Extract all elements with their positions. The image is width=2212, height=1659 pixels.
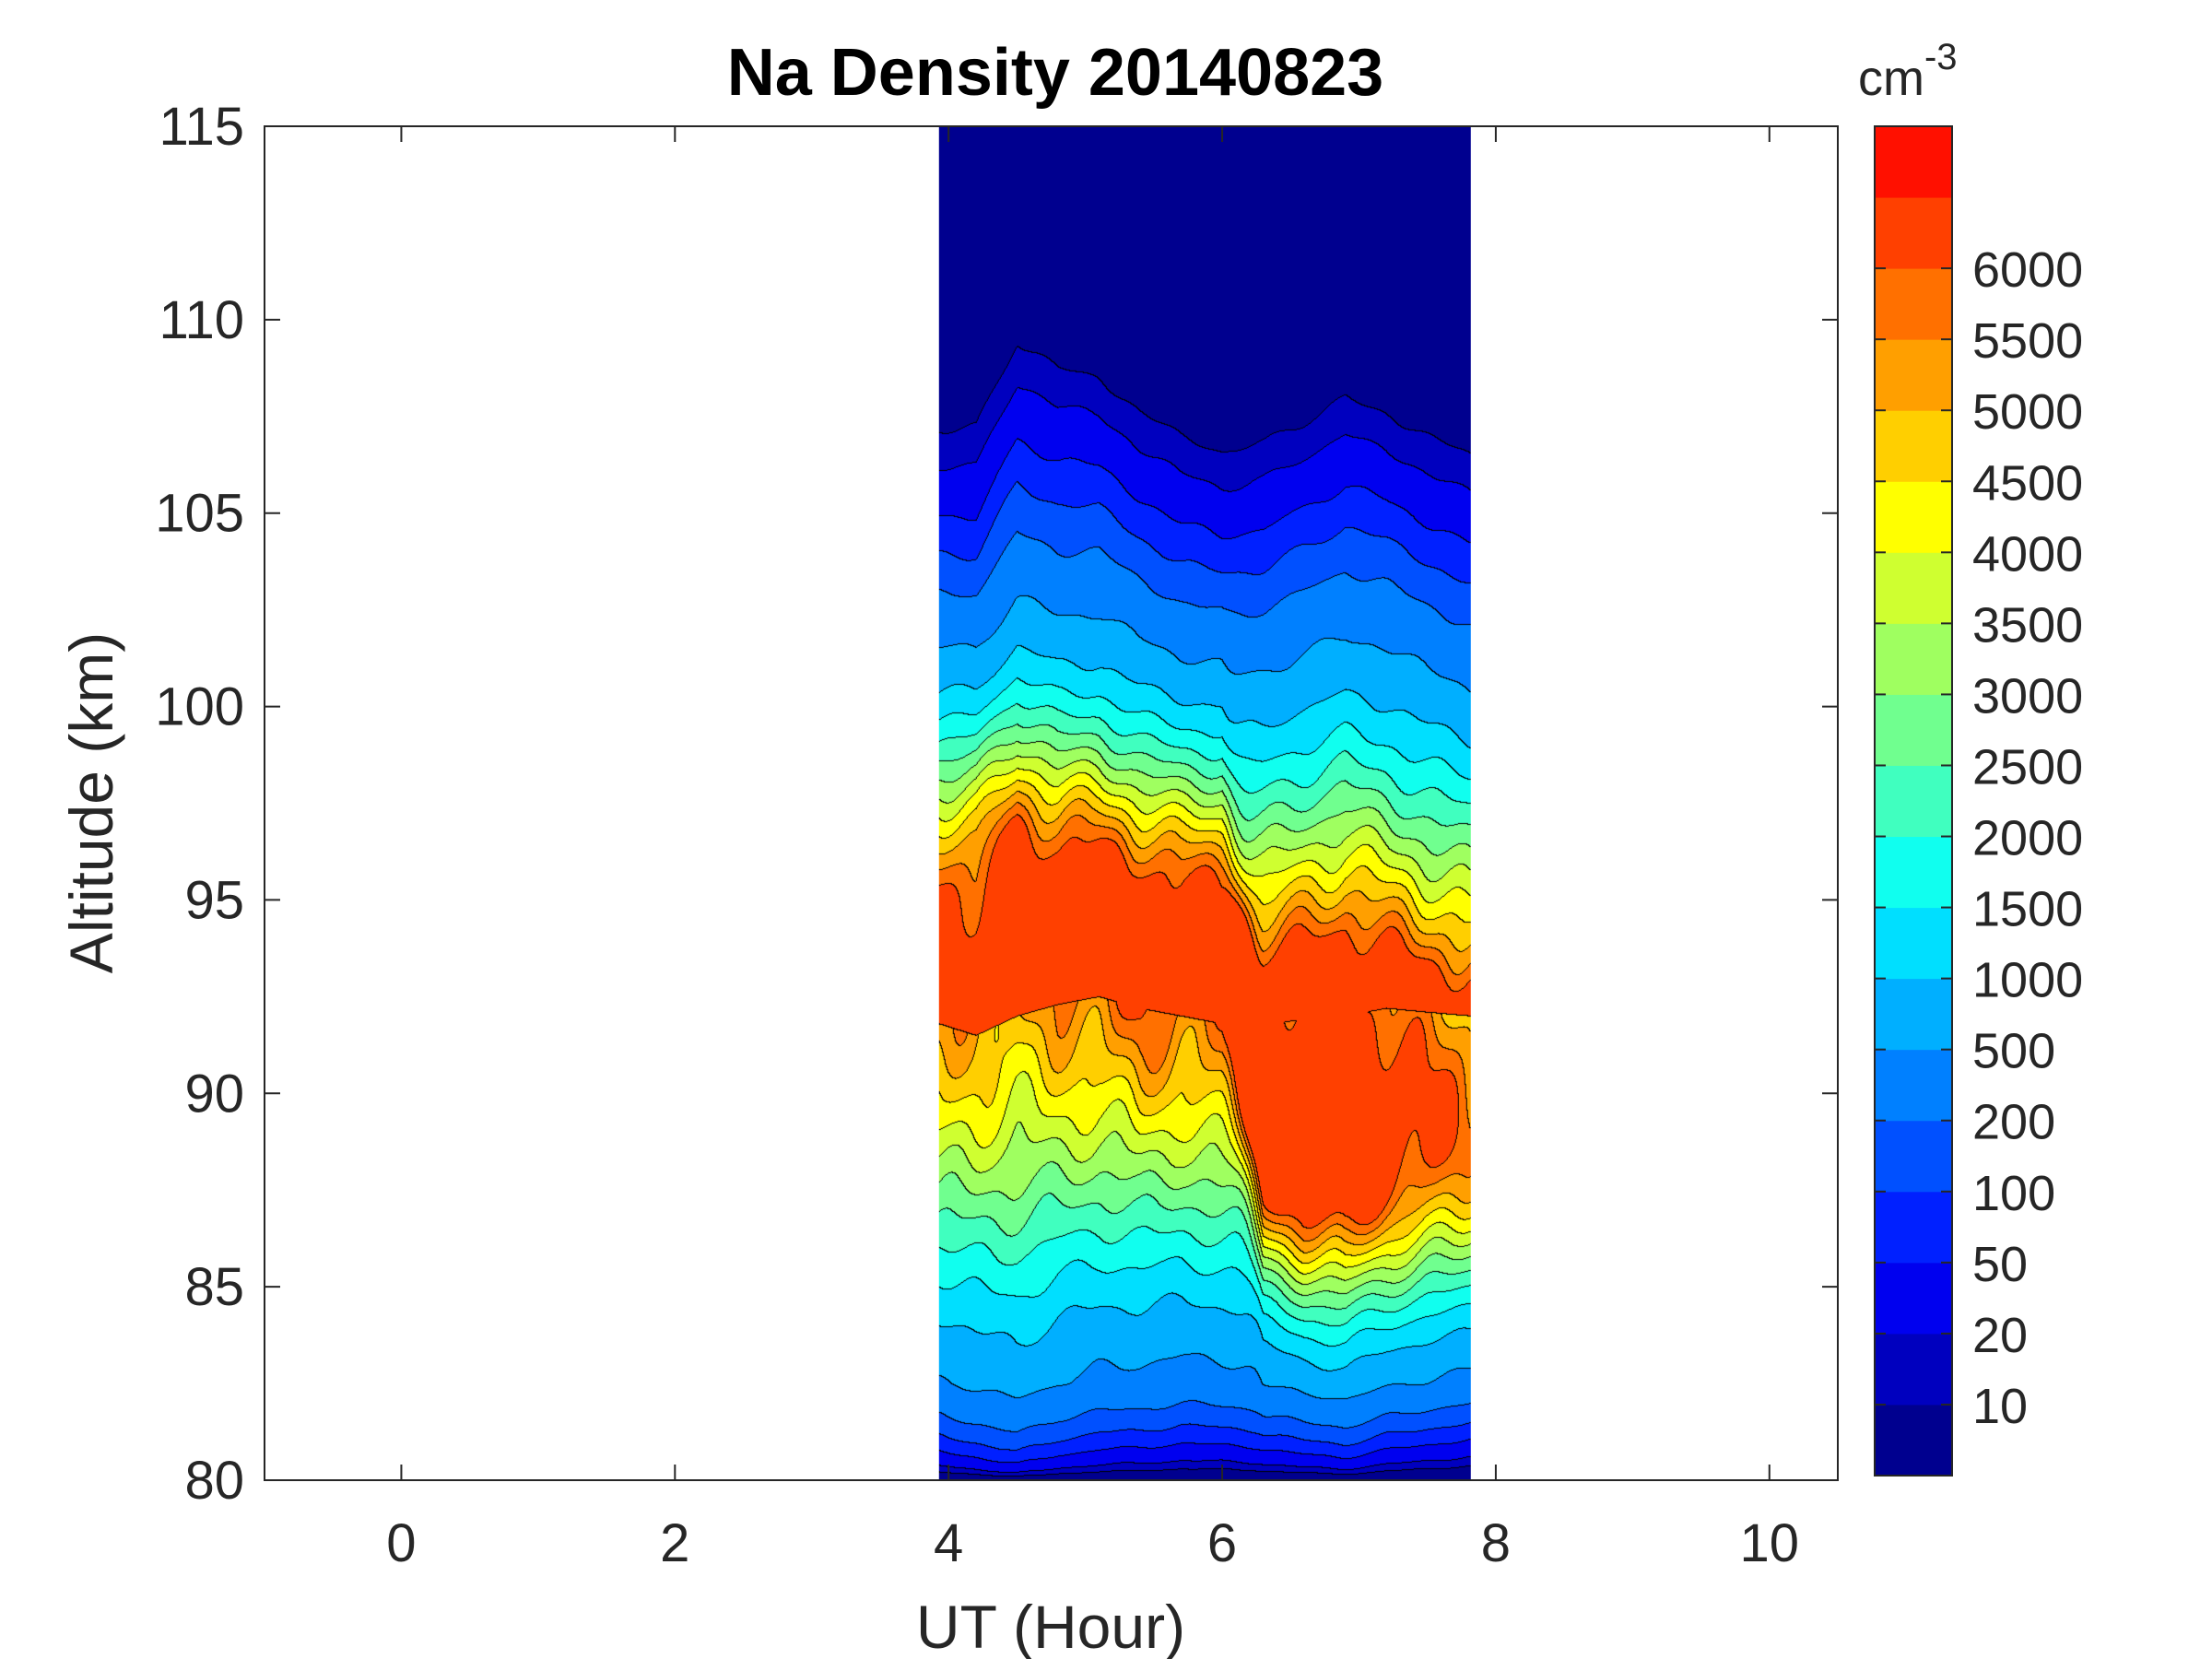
colorbar-segment	[1875, 1049, 1952, 1122]
y-axis-ticks: 80 85 90 95 100 105 110 115	[155, 97, 1838, 1511]
colorbar-segment	[1875, 1333, 1952, 1406]
colorbar-segment	[1875, 765, 1952, 838]
density-contour-field	[938, 126, 1471, 1480]
colorbar-segments	[1875, 126, 1952, 1477]
colorbar-level-label: 3500	[1972, 597, 2083, 653]
colorbar-unit-base: cm	[1858, 51, 1924, 106]
colorbar-segment	[1875, 552, 1952, 624]
colorbar-segment	[1875, 268, 1952, 340]
colorbar-segment	[1875, 1262, 1952, 1335]
colorbar-level-label: 4000	[1972, 526, 2083, 582]
colorbar-segment	[1875, 339, 1952, 411]
colorbar-labels: 10 20 50 100 200 500 1000 1500 2000 2500 3000 3500 4…	[1875, 242, 2083, 1434]
colorbar-level-label: 2500	[1972, 739, 2083, 794]
y-tick-label: 105	[155, 484, 244, 544]
colorbar-level-label: 500	[1972, 1024, 2055, 1079]
x-tick-label: 0	[386, 1513, 416, 1573]
colorbar-frame	[1874, 125, 1953, 1477]
x-tick-label: 6	[1207, 1513, 1237, 1573]
x-tick-label: 2	[660, 1513, 689, 1573]
y-tick-label: 85	[184, 1257, 244, 1317]
colorbar-segment	[1875, 1404, 1952, 1477]
y-axis-title: Altitude (km)	[57, 632, 125, 973]
y-tick-label: 115	[159, 97, 244, 157]
x-tick-label: 4	[934, 1513, 963, 1573]
colorbar-level-label: 6000	[1972, 242, 2083, 298]
colorbar-level-label: 3000	[1972, 668, 2083, 724]
colorbar-segment	[1875, 1120, 1952, 1193]
colorbar-unit: cm-3	[1858, 37, 1958, 106]
y-tick-label: 95	[184, 870, 244, 930]
colorbar-level-label: 1500	[1972, 882, 2083, 937]
plot-area: 0 2 4 6 8 10 80 85 90 95 100 105 110 115	[155, 97, 1839, 1573]
plot-frame	[264, 125, 1839, 1481]
x-axis-ticks: 0 2 4 6 8 10	[386, 126, 1799, 1573]
colorbar-segment	[1875, 126, 1952, 198]
colorbar: 10 20 50 100 200 500 1000 1500 2000 2500 3000 3500 4…	[1858, 37, 2083, 1477]
colorbar-segment	[1875, 1191, 1952, 1264]
colorbar-level-label: 20	[1972, 1308, 2028, 1363]
colorbar-level-label: 2000	[1972, 811, 2083, 866]
y-tick-label: 100	[155, 677, 244, 737]
colorbar-level-label: 1000	[1972, 953, 2083, 1008]
colorbar-segment	[1875, 623, 1952, 695]
colorbar-segment	[1875, 907, 1952, 980]
chart-title: Na Density 20140823	[727, 36, 1383, 110]
colorbar-segment	[1875, 481, 1952, 553]
y-tick-label: 80	[184, 1451, 244, 1511]
colorbar-level-label: 5500	[1972, 313, 2083, 369]
x-axis-title: UT (Hour)	[916, 1593, 1185, 1659]
colorbar-segment	[1875, 410, 1952, 482]
colorbar-segment	[1875, 836, 1952, 909]
colorbar-level-label: 50	[1972, 1237, 2028, 1292]
colorbar-segment	[1875, 694, 1952, 766]
colorbar-segment	[1875, 197, 1952, 269]
x-tick-label: 10	[1740, 1513, 1800, 1573]
colorbar-level-label: 10	[1972, 1379, 2028, 1434]
colorbar-level-label: 100	[1972, 1166, 2055, 1221]
colorbar-unit-exponent: -3	[1924, 37, 1958, 77]
colorbar-segment	[1875, 978, 1952, 1051]
colorbar-level-label: 4500	[1972, 455, 2083, 511]
x-tick-label: 8	[1481, 1513, 1511, 1573]
colorbar-level-label: 5000	[1972, 384, 2083, 440]
y-tick-label: 110	[159, 290, 244, 350]
y-tick-label: 90	[184, 1064, 244, 1124]
colorbar-level-label: 200	[1972, 1095, 2055, 1150]
